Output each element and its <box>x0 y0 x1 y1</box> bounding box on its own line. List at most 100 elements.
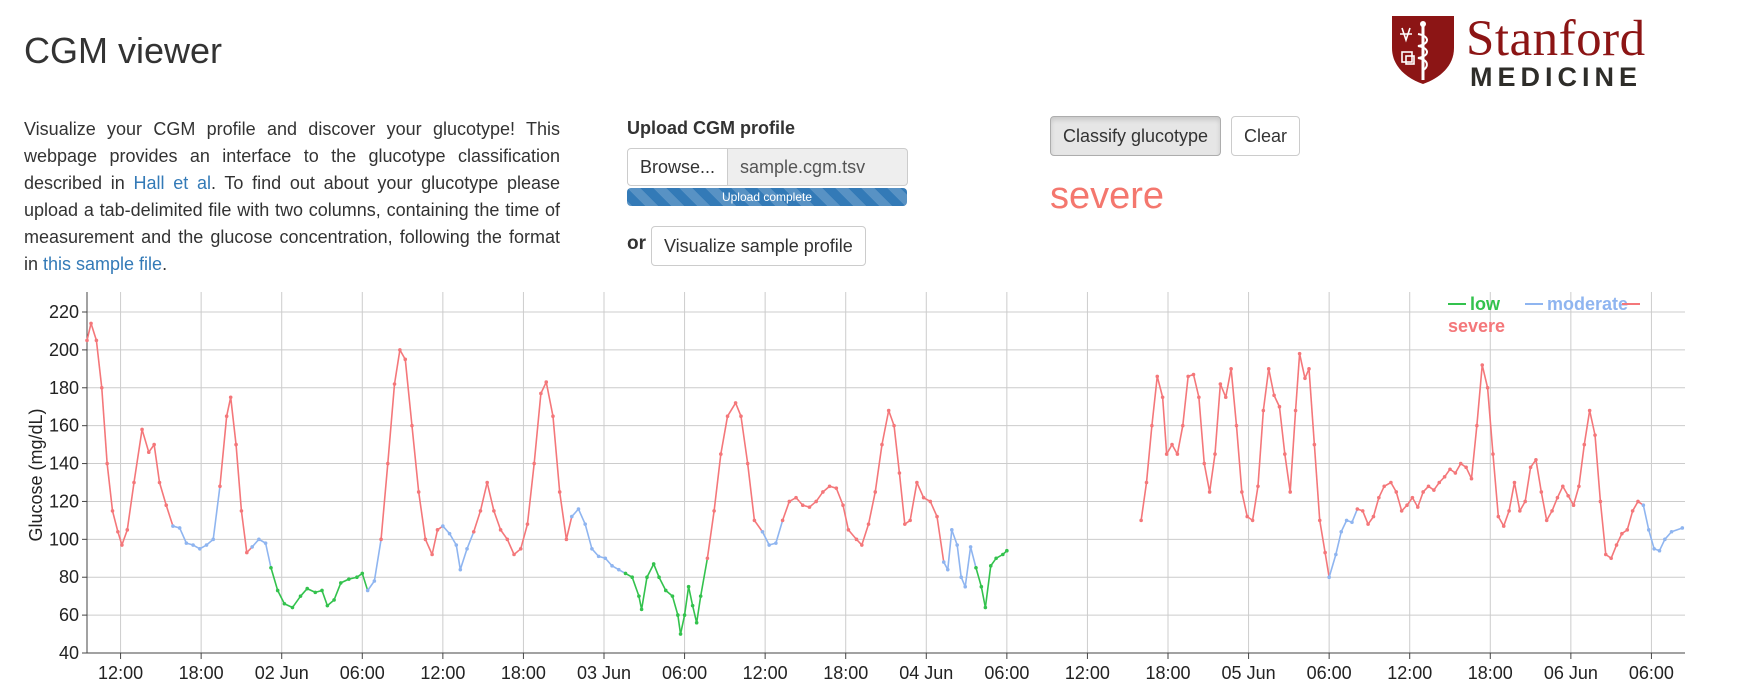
data-point <box>146 450 151 454</box>
data-point <box>1005 548 1009 553</box>
series-segment <box>1417 491 1424 508</box>
series-segment <box>90 323 98 341</box>
data-point <box>239 509 244 513</box>
series-segment <box>679 614 686 635</box>
data-point <box>1641 503 1646 508</box>
data-point <box>1630 509 1635 513</box>
series-segment <box>229 397 237 445</box>
data-point <box>935 514 939 519</box>
series-segment <box>95 340 103 388</box>
data-point <box>725 414 730 418</box>
data-point <box>1491 452 1495 456</box>
data-point <box>164 503 169 508</box>
series-segment <box>1165 444 1173 455</box>
data-point <box>915 480 919 485</box>
data-point <box>1339 529 1344 534</box>
data-point <box>1399 509 1404 513</box>
data-point <box>416 490 421 494</box>
series-segment <box>916 482 925 498</box>
series-segment <box>404 359 413 426</box>
legend-label-low: low <box>1470 294 1501 314</box>
series-segment <box>431 529 439 555</box>
data-point <box>157 480 162 485</box>
series-segment <box>1671 527 1683 533</box>
series-segment <box>1502 510 1510 527</box>
series-segment <box>577 508 586 525</box>
series-segment <box>1551 497 1559 512</box>
series-segment <box>1171 444 1179 455</box>
series-segment <box>519 523 529 550</box>
hall-et-al-link[interactable]: Hall et al <box>133 173 212 193</box>
data-point <box>512 552 516 557</box>
series-segment <box>1390 482 1397 493</box>
x-tick-label: 06:00 <box>1629 663 1674 683</box>
series-segment <box>1372 497 1380 517</box>
series-segment <box>1486 387 1494 455</box>
series-segment <box>499 529 508 540</box>
data-point <box>191 543 195 547</box>
series-segment <box>1313 444 1321 521</box>
chart-axes: 40 60 80 100 120 140 160 180 200 220 12:00 18:00 02 … <box>49 292 1685 683</box>
x-tick-label: 02 Jun <box>255 663 309 683</box>
data-point <box>485 480 489 485</box>
data-point <box>897 471 902 475</box>
data-point <box>1577 484 1581 489</box>
data-point <box>218 484 222 489</box>
series-segment <box>706 510 715 559</box>
clear-button[interactable]: Clear <box>1231 116 1301 156</box>
series-segment <box>1378 485 1385 498</box>
series-segment <box>158 482 167 506</box>
data-point <box>1555 495 1560 500</box>
series-segment <box>1335 531 1343 555</box>
data-point <box>1534 457 1538 462</box>
y-tick-label: 120 <box>49 491 79 511</box>
y-tick-label: 80 <box>59 567 79 587</box>
series-segment <box>761 531 770 546</box>
data-point <box>1485 385 1490 390</box>
x-tick-label: 06:00 <box>984 663 1029 683</box>
data-point <box>1437 480 1442 485</box>
x-tick-label: 18:00 <box>1145 663 1190 683</box>
series-segment <box>1476 364 1484 426</box>
series-segment <box>111 510 119 532</box>
series-segment <box>117 531 123 546</box>
data-point <box>1442 475 1447 479</box>
data-point <box>705 556 710 561</box>
data-point <box>712 509 716 513</box>
browse-button[interactable]: Browse... <box>627 148 729 186</box>
sample-file-link[interactable]: this sample file <box>43 254 163 274</box>
series-segment <box>740 416 749 464</box>
data-point <box>1272 393 1276 398</box>
data-point <box>435 528 440 532</box>
series-segment <box>652 563 660 578</box>
data-point <box>1229 367 1233 371</box>
data-point <box>903 522 907 526</box>
data-point <box>379 537 383 542</box>
data-point <box>423 537 428 542</box>
data-point <box>569 514 574 519</box>
data-point <box>827 484 832 489</box>
y-tick-label: 140 <box>49 454 79 474</box>
data-point <box>1377 495 1381 500</box>
data-point <box>854 537 859 542</box>
data-point <box>313 590 318 595</box>
series-segment <box>1340 520 1348 533</box>
data-point <box>290 605 295 610</box>
data-point <box>1469 476 1474 481</box>
series-segment <box>1395 491 1403 512</box>
file-name-field[interactable]: sample.cgm.tsv <box>728 148 909 186</box>
series-segment <box>842 505 850 531</box>
data-point <box>988 564 993 568</box>
data-point <box>1501 524 1506 528</box>
series-segment <box>1262 368 1270 411</box>
series-segment <box>106 463 114 512</box>
data-point <box>99 385 104 390</box>
data-point <box>465 547 469 551</box>
visualize-sample-button[interactable]: Visualize sample profile <box>651 226 866 266</box>
series-segment <box>1267 368 1275 396</box>
series-segment <box>1513 482 1521 512</box>
classify-button[interactable]: Classify glucotype <box>1050 116 1222 156</box>
data-point <box>1480 363 1485 367</box>
series-segment <box>212 486 221 540</box>
series-segment <box>1294 353 1301 411</box>
